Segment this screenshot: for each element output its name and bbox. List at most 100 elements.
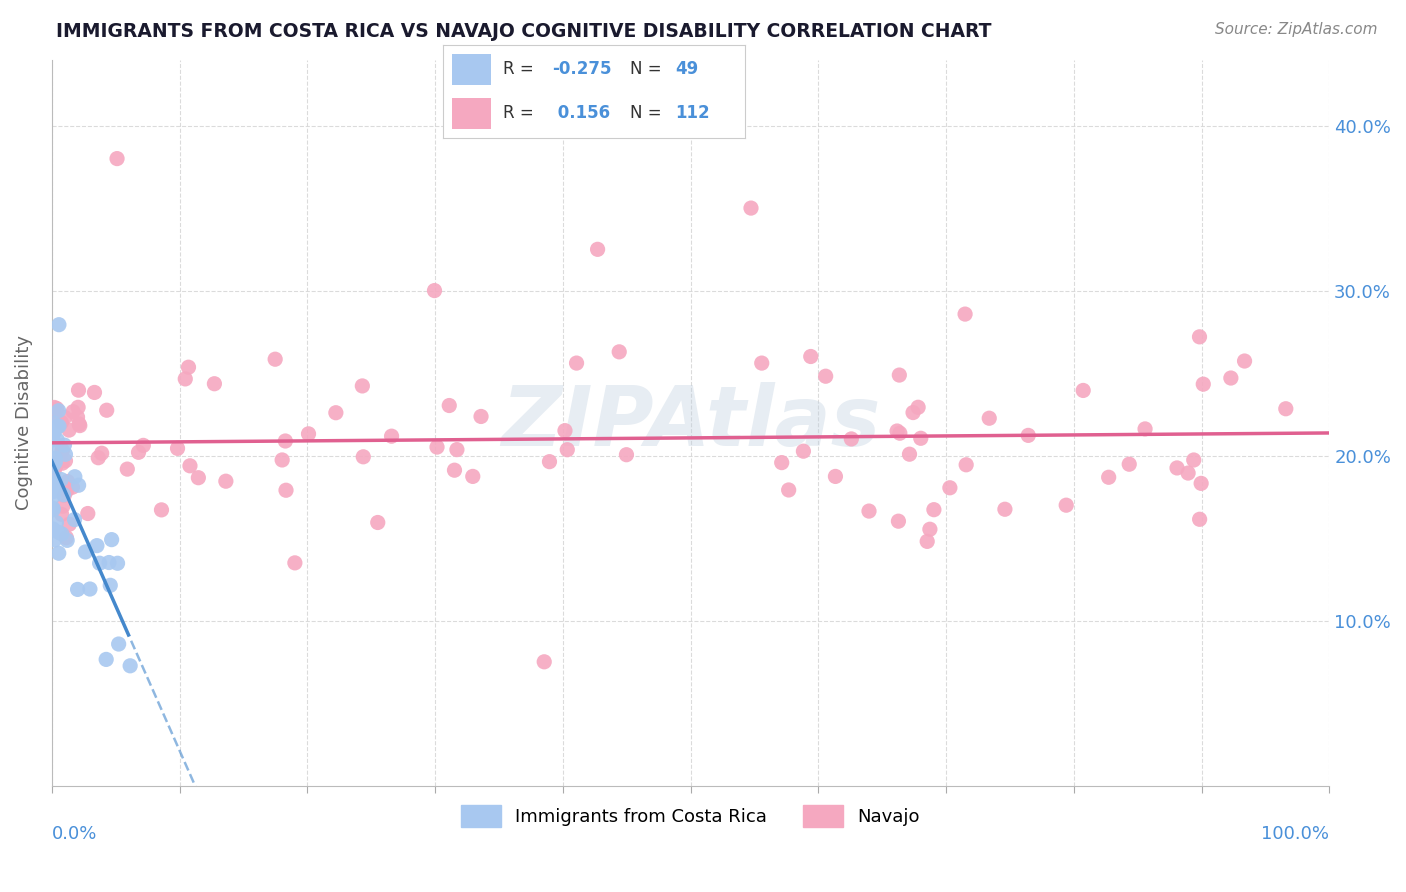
Point (1189, 476, 1212, 491)
Point (538, 455, 561, 469)
Point (887, 514, 910, 528)
Point (910, 431, 932, 445)
Point (1188, 512, 1211, 526)
Point (63, 469, 86, 483)
Point (202, 376, 225, 391)
Point (75, 545, 97, 559)
Text: 0.0%: 0.0% (52, 825, 97, 844)
Point (889, 368, 911, 382)
Point (55, 483, 77, 498)
Point (380, 429, 402, 443)
Point (51, 416, 73, 430)
Point (994, 502, 1017, 516)
Point (51, 442, 73, 457)
Point (274, 483, 297, 498)
Point (918, 522, 941, 536)
Point (90, 446, 112, 460)
Point (284, 556, 307, 570)
Point (555, 442, 578, 457)
Point (117, 462, 139, 476)
Text: -0.275: -0.275 (551, 60, 612, 78)
Point (51, 444, 73, 458)
Legend: Immigrants from Costa Rica, Navajo: Immigrants from Costa Rica, Navajo (453, 796, 929, 836)
Point (1133, 422, 1156, 436)
Point (44, 401, 66, 415)
Point (98, 578, 121, 592)
Point (45, 516, 67, 530)
Point (177, 360, 200, 375)
Point (901, 406, 924, 420)
Point (443, 463, 465, 477)
Point (1275, 401, 1298, 416)
Point (46, 419, 69, 434)
Point (858, 504, 880, 518)
Point (96, 403, 118, 417)
Point (179, 458, 201, 473)
Point (953, 307, 976, 321)
Point (44, 425, 66, 439)
Point (48, 546, 70, 560)
Point (42, 522, 65, 536)
Y-axis label: Cognitive Disability: Cognitive Disability (15, 335, 32, 510)
Point (42, 458, 65, 473)
Point (174, 372, 197, 386)
Point (98, 556, 121, 570)
Point (586, 243, 609, 257)
Point (446, 442, 468, 457)
Point (367, 516, 389, 530)
Text: Source: ZipAtlas.com: Source: ZipAtlas.com (1215, 22, 1378, 37)
Point (824, 469, 846, 483)
Point (150, 503, 173, 517)
Point (352, 450, 374, 464)
Text: 49: 49 (676, 60, 699, 78)
Point (44, 451, 66, 466)
Point (44, 409, 66, 423)
Point (271, 453, 294, 467)
Point (45, 458, 67, 473)
Point (740, 201, 762, 215)
Point (352, 379, 374, 393)
Point (128, 445, 150, 459)
Text: 112: 112 (676, 104, 710, 122)
Point (616, 448, 638, 462)
Text: IMMIGRANTS FROM COSTA RICA VS NAVAJO COGNITIVE DISABILITY CORRELATION CHART: IMMIGRANTS FROM COSTA RICA VS NAVAJO COG… (56, 22, 991, 41)
Point (69, 418, 91, 433)
Point (132, 438, 155, 452)
Point (62, 480, 84, 494)
Point (841, 432, 863, 446)
Point (533, 655, 555, 669)
Point (297, 426, 319, 441)
Point (120, 658, 142, 673)
Point (79, 582, 101, 596)
Point (89, 556, 111, 570)
Point (274, 434, 297, 448)
Point (51, 456, 73, 470)
Point (187, 471, 209, 485)
Point (751, 356, 773, 370)
Point (939, 481, 962, 495)
Point (66, 582, 89, 597)
Point (264, 352, 287, 367)
Point (800, 350, 823, 364)
Point (53, 438, 76, 452)
Point (44, 455, 66, 469)
Point (607, 344, 630, 359)
Point (770, 456, 793, 470)
Point (48, 525, 70, 540)
Point (423, 284, 446, 298)
Point (52, 500, 75, 514)
Point (51, 508, 73, 522)
Point (48, 419, 70, 434)
Point (215, 474, 238, 488)
Point (898, 447, 921, 461)
Point (42, 424, 65, 438)
Point (105, 152, 128, 166)
Point (46, 455, 69, 469)
Point (907, 401, 929, 415)
Point (83, 385, 105, 400)
Point (1192, 377, 1215, 392)
Point (42, 502, 65, 516)
Point (1182, 453, 1205, 467)
Text: N =: N = (630, 104, 668, 122)
Point (325, 406, 347, 420)
